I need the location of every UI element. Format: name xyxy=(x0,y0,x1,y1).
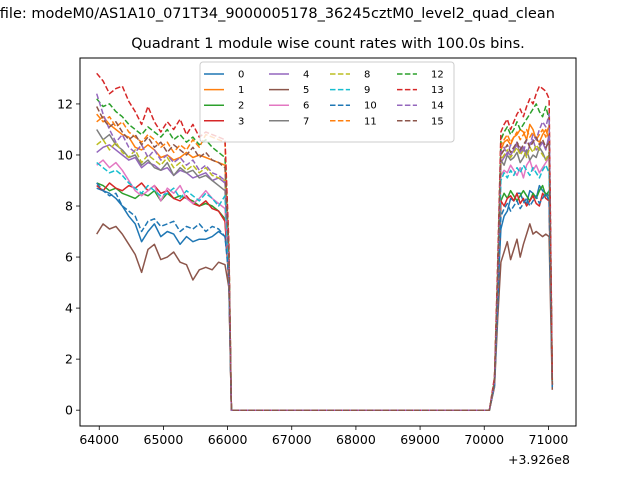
legend-label-3: 3 xyxy=(238,116,244,127)
series-line-3 xyxy=(96,182,554,411)
x-tick-label: 65000 xyxy=(144,432,184,447)
chart-title: Quadrant 1 module wise count rates with … xyxy=(131,36,525,52)
x-tick-label: 68000 xyxy=(336,432,376,447)
legend-label-9: 9 xyxy=(364,85,370,96)
series-line-10 xyxy=(96,182,554,411)
x-tick-label: 66000 xyxy=(208,432,248,447)
figure-suptitle: n file: modeM0/AS1A10_071T34_9000005178_… xyxy=(0,6,555,22)
series-line-11 xyxy=(96,113,554,411)
legend-label-14: 14 xyxy=(431,101,444,112)
series-line-5 xyxy=(96,223,554,411)
legend-label-0: 0 xyxy=(238,70,244,81)
x-tick-label: 70000 xyxy=(464,432,504,447)
legend-label-13: 13 xyxy=(431,85,444,96)
series-line-8 xyxy=(96,138,554,411)
series-line-9 xyxy=(96,162,554,411)
legend-label-15: 15 xyxy=(431,116,444,127)
x-axis: 64000 65000 66000 67000 68000 69000 70000 71000 xyxy=(79,426,568,447)
legend-label-11: 11 xyxy=(364,116,377,127)
series-line-12 xyxy=(96,98,554,411)
y-tick-label: 6 xyxy=(65,250,73,265)
legend-label-8: 8 xyxy=(364,70,370,81)
y-tick-label: 12 xyxy=(57,96,73,111)
y-tick-label: 8 xyxy=(65,199,73,214)
series-line-15 xyxy=(96,106,554,411)
legend-label-12: 12 xyxy=(431,70,444,81)
plot-lines xyxy=(95,72,554,411)
series-line-4 xyxy=(96,133,554,411)
x-tick-label: 71000 xyxy=(529,432,569,447)
legend-box xyxy=(199,61,455,143)
y-tick-label: 2 xyxy=(65,352,73,367)
series-line-2 xyxy=(96,182,554,411)
legend-label-10: 10 xyxy=(364,101,377,112)
series-line-14 xyxy=(95,93,554,411)
y-tick-label: 4 xyxy=(65,301,73,316)
x-tick-label: 67000 xyxy=(272,432,312,447)
x-tick-label: 69000 xyxy=(400,432,440,447)
legend-label-4: 4 xyxy=(303,70,309,81)
x-offset-label: +3.926e8 xyxy=(508,452,570,467)
legend-label-5: 5 xyxy=(303,85,309,96)
plot-frame xyxy=(79,57,577,427)
series-line-13 xyxy=(96,72,554,411)
series-line-7 xyxy=(96,129,554,411)
legend-label-7: 7 xyxy=(303,116,309,127)
series-line-0 xyxy=(96,184,554,411)
legend-label-6: 6 xyxy=(303,101,309,112)
legend-label-1: 1 xyxy=(238,85,244,96)
y-axis: 0 2 4 6 8 10 12 xyxy=(57,96,80,418)
x-tick-label: 64000 xyxy=(79,432,119,447)
y-tick-label: 0 xyxy=(65,403,73,418)
y-tick-label: 10 xyxy=(57,147,73,162)
legend-label-2: 2 xyxy=(238,101,244,112)
